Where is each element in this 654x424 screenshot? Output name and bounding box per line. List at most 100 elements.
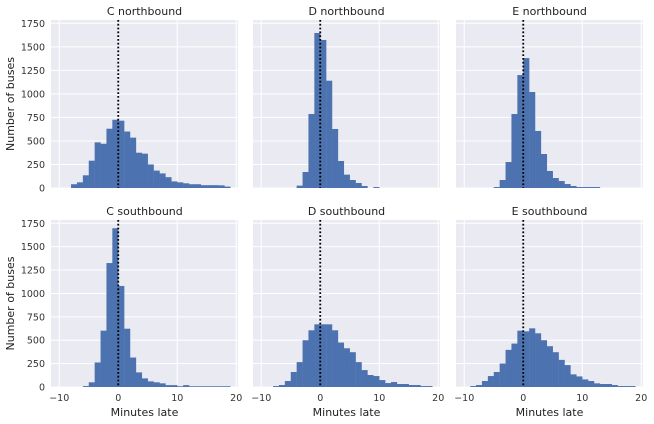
- y-tick-label: 750: [27, 113, 45, 124]
- histogram-bar: [540, 154, 548, 188]
- panel-title: C northbound: [107, 5, 182, 18]
- histogram-bar: [147, 381, 154, 387]
- histogram-bar: [183, 385, 190, 387]
- plot-background: [51, 220, 238, 387]
- histogram-bar: [302, 340, 309, 387]
- histogram-bar: [576, 376, 583, 387]
- x-axis-label: Minutes late: [516, 406, 584, 419]
- histogram-bar: [320, 324, 327, 387]
- histogram-bar: [218, 386, 225, 387]
- histogram-bar: [88, 160, 95, 188]
- histogram-bar: [414, 385, 421, 387]
- histogram-bar: [153, 382, 160, 387]
- x-tick-label: 0: [520, 393, 526, 404]
- histogram-bar: [153, 170, 160, 188]
- histogram-bar: [183, 183, 190, 188]
- histogram-bar: [177, 386, 184, 387]
- histogram-bar: [505, 349, 512, 387]
- histogram-bar: [290, 372, 297, 387]
- histogram-bar: [379, 380, 386, 387]
- histogram-bar: [517, 330, 524, 387]
- y-tick-label: 1250: [21, 266, 45, 277]
- x-tick-label: 10: [171, 393, 183, 404]
- histogram-bar: [82, 175, 89, 188]
- histogram-bar: [106, 128, 113, 188]
- panel-title: D southbound: [308, 205, 385, 218]
- histogram-bar: [326, 324, 333, 387]
- histogram-bar: [552, 178, 559, 188]
- panel-e-southbound: −10 0 10 20 E southbound Minutes late: [454, 205, 647, 419]
- histogram-bar: [529, 92, 536, 188]
- histogram-bar: [487, 376, 494, 387]
- histogram-bar: [302, 172, 309, 188]
- histogram-bar: [582, 187, 589, 188]
- histogram-bar: [426, 386, 433, 387]
- plot-background: [253, 20, 440, 188]
- plot-background: [456, 20, 643, 188]
- histogram-bar: [224, 186, 231, 188]
- histogram-bar: [337, 342, 345, 387]
- histogram-bar: [564, 365, 571, 387]
- histogram-bar: [582, 379, 589, 387]
- histogram-bar: [493, 187, 500, 188]
- histogram-bar: [349, 352, 356, 387]
- histogram-bar: [505, 162, 512, 188]
- histogram-bar: [470, 386, 477, 387]
- histogram-bar: [594, 187, 601, 188]
- histogram-bar: [517, 75, 524, 188]
- x-axis-label: Minutes late: [111, 406, 179, 419]
- histogram-bar: [611, 385, 618, 387]
- y-tick-label: 0: [39, 184, 45, 195]
- histogram-bar: [308, 330, 315, 387]
- histogram-bar: [71, 184, 78, 188]
- histogram-bar: [194, 386, 202, 387]
- histogram-bar: [118, 120, 125, 188]
- histogram-bar: [373, 187, 380, 188]
- histogram-bar: [200, 386, 207, 387]
- histogram-bar: [391, 382, 398, 387]
- histogram-bar: [511, 114, 518, 188]
- histogram-bar: [523, 58, 530, 188]
- x-tick-label: 10: [576, 393, 588, 404]
- histogram-bar: [296, 362, 303, 387]
- histogram-bar: [617, 386, 624, 387]
- histogram-bar: [118, 285, 125, 387]
- histogram-bar: [355, 362, 362, 387]
- histogram-bar: [106, 263, 113, 387]
- histogram-bar: [141, 378, 148, 387]
- x-tick-label: 0: [317, 393, 323, 404]
- histogram-bar: [343, 348, 350, 387]
- histogram-bar: [212, 185, 219, 188]
- histogram-bar: [499, 180, 506, 188]
- histogram-bar: [529, 328, 536, 387]
- x-tick-label: 20: [432, 393, 444, 404]
- histogram-bar: [314, 324, 321, 387]
- y-axis-label: Number of buses: [4, 256, 17, 350]
- histogram-bar: [558, 181, 565, 188]
- histogram-bar: [130, 137, 137, 188]
- histogram-bar: [385, 383, 392, 387]
- panel-title: E northbound: [512, 5, 587, 18]
- histogram-bar: [218, 185, 225, 188]
- x-tick-label: 10: [373, 393, 385, 404]
- histogram-bar: [278, 385, 286, 387]
- histogram-bar: [206, 185, 213, 188]
- histogram-bar: [576, 187, 583, 188]
- panel-d-southbound: −10 0 10 20 D southbound Minutes late: [251, 205, 444, 419]
- histogram-bar: [499, 363, 506, 387]
- histogram-bar: [165, 177, 172, 188]
- y-tick-label: 1500: [21, 242, 45, 253]
- histogram-bar: [552, 352, 559, 387]
- histogram-bar: [124, 131, 131, 188]
- y-tick-label: 250: [27, 160, 45, 171]
- histogram-bar: [135, 372, 143, 387]
- panel-d-northbound: D northbound: [253, 5, 440, 189]
- y-tick-label: 500: [27, 336, 45, 347]
- histogram-bar: [135, 152, 143, 188]
- histogram-bar: [511, 343, 518, 387]
- histogram-bar: [332, 330, 339, 387]
- histogram-bar: [273, 386, 280, 387]
- panel-title: D northbound: [308, 5, 384, 18]
- histogram-bar: [189, 386, 196, 387]
- x-tick-label: 20: [230, 393, 242, 404]
